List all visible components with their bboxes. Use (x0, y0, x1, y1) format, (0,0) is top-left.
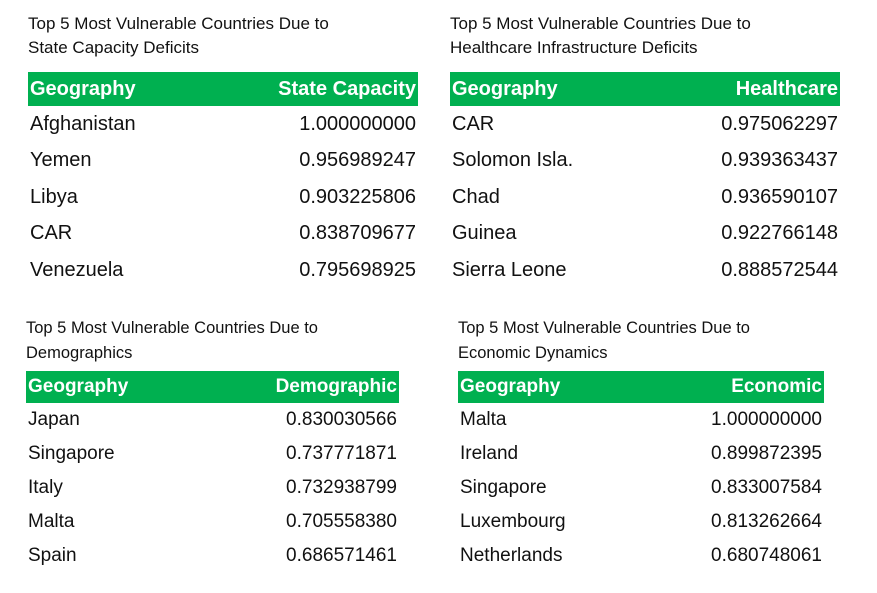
title-line-1: Top 5 Most Vulnerable Countries Due to (26, 319, 318, 337)
demographics-table: Geography Demographic Japan 0.830030566 Si… (26, 371, 399, 573)
country-cell: Guinea (452, 222, 517, 245)
title-line-1: Top 5 Most Vulnerable Countries Due to (28, 14, 329, 33)
score-cell: 0.888572544 (721, 258, 838, 281)
score-cell: 0.830030566 (286, 409, 397, 430)
score-cell: 0.833007584 (711, 477, 822, 498)
country-cell: Spain (28, 545, 77, 566)
score-cell: 0.975062297 (721, 112, 838, 135)
score-cell: 0.680748061 (711, 545, 822, 566)
country-cell: Yemen (30, 149, 92, 172)
country-cell: Luxembourg (460, 511, 566, 532)
score-cell: 1.000000000 (711, 409, 822, 430)
economic-panel: Top 5 Most Vulnerable Countries Due to E… (458, 316, 824, 573)
country-cell: Libya (30, 185, 78, 208)
score-cell: 0.705558380 (286, 511, 397, 532)
table-row: Venezuela 0.795698925 (28, 252, 418, 289)
table-row: Singapore 0.833007584 (458, 471, 824, 505)
economic-table: Geography Economic Malta 1.000000000 Irela… (458, 371, 824, 573)
score-cell: 0.838709677 (299, 222, 416, 245)
table-row: Japan 0.830030566 (26, 403, 399, 437)
table-row: Sierra Leone 0.888572544 (450, 252, 840, 289)
country-cell: Venezuela (30, 258, 124, 281)
geography-header: Geography (458, 371, 637, 403)
table-row: Netherlands 0.680748061 (458, 539, 824, 573)
table-row: Italy 0.732938799 (26, 471, 399, 505)
header-row: Geography Healthcare (450, 72, 840, 106)
country-cell: Afghanistan (30, 112, 136, 135)
state-capacity-table: Geography State Capacity Afghanistan 1.00… (28, 72, 418, 289)
healthcare-panel: Top 5 Most Vulnerable Countries Due to H… (450, 12, 840, 289)
title-line-2: Healthcare Infrastructure Deficits (450, 38, 698, 57)
table-row: Solomon Isla. 0.939363437 (450, 143, 840, 180)
country-cell: Singapore (460, 477, 547, 498)
title-line-1: Top 5 Most Vulnerable Countries Due to (450, 14, 751, 33)
header-row: Geography State Capacity (28, 72, 418, 106)
economic-header: Economic (636, 371, 824, 403)
geography-header: Geography (26, 371, 196, 403)
country-cell: Netherlands (460, 545, 563, 566)
demographics-title: Top 5 Most Vulnerable Countries Due to D… (26, 316, 399, 366)
table-row: Spain 0.686571461 (26, 539, 399, 573)
score-cell: 0.813262664 (711, 511, 822, 532)
state-capacity-panel: Top 5 Most Vulnerable Countries Due to S… (28, 12, 418, 289)
score-cell: 0.732938799 (286, 477, 397, 498)
country-cell: Singapore (28, 443, 115, 464)
demographics-panel: Top 5 Most Vulnerable Countries Due to D… (26, 316, 399, 573)
table-row: Guinea 0.922766148 (450, 216, 840, 253)
score-cell: 0.936590107 (721, 185, 838, 208)
score-cell: 1.000000000 (299, 112, 416, 135)
geography-header: Geography (450, 72, 649, 106)
title-line-1: Top 5 Most Vulnerable Countries Due to (458, 319, 750, 337)
score-cell: 0.939363437 (721, 149, 838, 172)
table-row: Malta 0.705558380 (26, 505, 399, 539)
demographic-header: Demographic (195, 371, 399, 403)
table-row: CAR 0.838709677 (28, 216, 418, 253)
country-cell: Chad (452, 185, 500, 208)
score-cell: 0.795698925 (299, 258, 416, 281)
table-row: Libya 0.903225806 (28, 179, 418, 216)
healthcare-header: Healthcare (648, 72, 840, 106)
state-capacity-header: State Capacity (198, 72, 418, 106)
table-row: Chad 0.936590107 (450, 179, 840, 216)
score-cell: 0.922766148 (721, 222, 838, 245)
economic-title: Top 5 Most Vulnerable Countries Due to E… (458, 316, 824, 366)
header-row: Geography Economic (458, 371, 824, 403)
country-cell: Malta (460, 409, 507, 430)
header-row: Geography Demographic (26, 371, 399, 403)
country-cell: CAR (30, 222, 73, 245)
table-row: Afghanistan 1.000000000 (28, 106, 418, 143)
table-row: Ireland 0.899872395 (458, 437, 824, 471)
country-cell: Ireland (460, 443, 519, 464)
score-cell: 0.737771871 (286, 443, 397, 464)
healthcare-table: Geography Healthcare CAR 0.975062297 Solom… (450, 72, 840, 289)
title-line-2: Demographics (26, 344, 133, 362)
score-cell: 0.899872395 (711, 443, 822, 464)
country-cell: CAR (452, 112, 495, 135)
title-line-2: State Capacity Deficits (28, 38, 200, 57)
score-cell: 0.956989247 (299, 149, 416, 172)
country-cell: Malta (28, 511, 75, 532)
table-row: CAR 0.975062297 (450, 106, 840, 143)
country-cell: Italy (28, 477, 63, 498)
title-line-2: Economic Dynamics (458, 344, 608, 362)
state-capacity-title: Top 5 Most Vulnerable Countries Due to S… (28, 12, 418, 60)
country-cell: Japan (28, 409, 80, 430)
table-row: Yemen 0.956989247 (28, 143, 418, 180)
table-row: Singapore 0.737771871 (26, 437, 399, 471)
table-row: Luxembourg 0.813262664 (458, 505, 824, 539)
score-cell: 0.903225806 (299, 185, 416, 208)
score-cell: 0.686571461 (286, 545, 397, 566)
country-cell: Solomon Isla. (452, 149, 574, 172)
table-row: Malta 1.000000000 (458, 403, 824, 437)
country-cell: Sierra Leone (452, 258, 567, 281)
geography-header: Geography (28, 72, 199, 106)
healthcare-title: Top 5 Most Vulnerable Countries Due to H… (450, 12, 840, 60)
